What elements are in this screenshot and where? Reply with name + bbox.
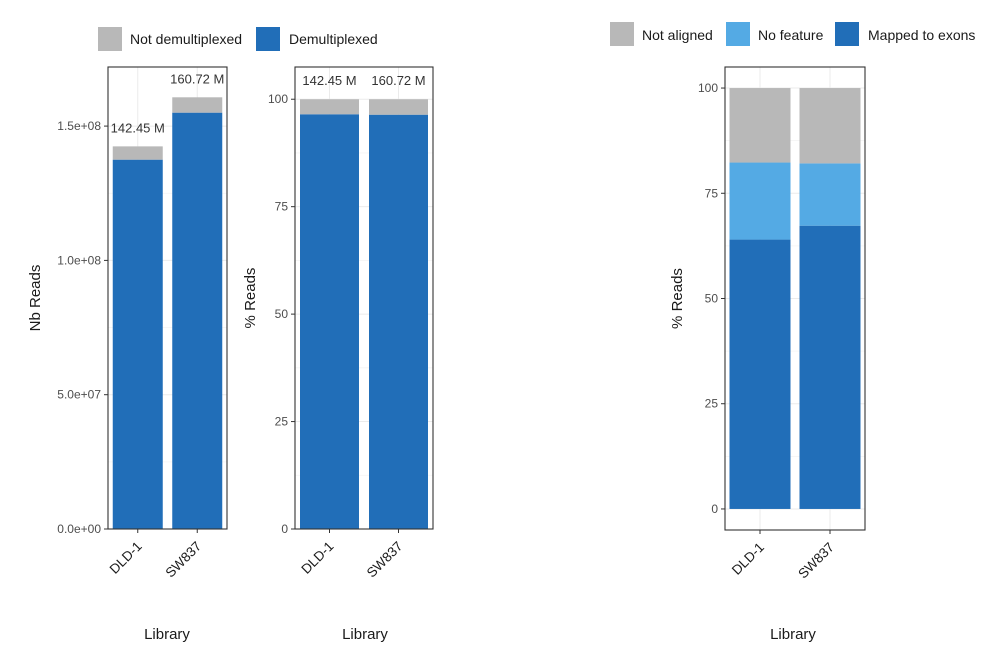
bar-sw837-demultiplexed (172, 112, 223, 530)
chart-percent-reads-alignment: 0 25 50 75 100 DLD-1 SW837 % Reads Library (669, 66, 866, 643)
legend-swatch-no-feature (726, 22, 750, 46)
y-tick-label: 0 (281, 522, 288, 536)
y-tick-label: 1.0e+08 (57, 253, 101, 267)
bar-dld-1-demultiplexed (300, 114, 359, 530)
legend-label-not-demultiplexed: Not demultiplexed (130, 31, 242, 47)
y-axis-title: Nb Reads (27, 265, 44, 332)
legend-swatch-mapped-to-exons (835, 22, 859, 46)
y-tick-label: 25 (275, 415, 289, 429)
x-axis-title: Library (342, 626, 388, 643)
y-tick-label: 50 (705, 292, 719, 306)
plot-frame (107, 66, 228, 530)
bar-sw837-not-demultiplexed (172, 97, 223, 113)
y-axis-title: % Reads (669, 268, 686, 329)
bar-sw837-mapped-to-exons (799, 225, 861, 509)
legend-label-not-aligned: Not aligned (642, 27, 713, 43)
y-tick-label: 75 (705, 186, 719, 200)
bar-total-label-sw837: 160.72 M (170, 71, 224, 86)
bar-total-label-dld-1: 142.45 M (111, 120, 165, 135)
y-tick-label: 75 (275, 200, 289, 214)
x-tick-label-dld-1: DLD-1 (298, 539, 336, 577)
legend-label-no-feature: No feature (758, 27, 824, 43)
bar-dld-1-demultiplexed (112, 159, 163, 529)
bar-sw837-demultiplexed (369, 114, 428, 529)
legend-swatch-not-demultiplexed (98, 27, 122, 51)
bar-sw837-not-aligned (799, 88, 861, 164)
legend-label-mapped-to-exons: Mapped to exons (868, 27, 975, 43)
legend-label-demultiplexed: Demultiplexed (289, 31, 378, 47)
legend-demultiplexing: Not demultiplexed Demultiplexed (98, 27, 378, 51)
y-tick-label: 25 (705, 397, 719, 411)
bar-sw837-no-feature (799, 163, 861, 226)
x-axis-title: Library (144, 626, 190, 643)
bar-total-label-dld-1: 142.45 M (302, 73, 356, 88)
y-axis-title: % Reads (242, 268, 259, 329)
bar-total-label-sw837: 160.72 M (371, 73, 425, 88)
y-tick-label: 100 (268, 92, 288, 106)
bar-dld-1-not-demultiplexed (112, 146, 163, 160)
y-tick-label: 5.0e+07 (57, 388, 101, 402)
bar-dld-1-not-demultiplexed (300, 99, 359, 115)
chart-nb-reads: 142.45 M 160.72 M 0.0e+00 5.0e+07 1.0e+08 1.5… (27, 66, 228, 643)
y-tick-label: 0.0e+00 (57, 522, 101, 536)
x-axis-title: Library (770, 626, 816, 643)
y-tick-label: 100 (698, 81, 718, 95)
legend-swatch-not-aligned (610, 22, 634, 46)
bar-sw837-not-demultiplexed (369, 99, 428, 115)
legend-swatch-demultiplexed (256, 27, 280, 51)
x-tick-label-dld-1: DLD-1 (107, 539, 145, 577)
x-tick-label-sw837: SW837 (795, 540, 837, 582)
bar-dld-1-no-feature (729, 162, 791, 240)
chart-percent-reads-demultiplexed: 142.45 M 160.72 M 0 25 50 75 100 DLD-1 SW837 % Re… (242, 66, 434, 643)
y-tick-label: 50 (275, 307, 289, 321)
legend-alignment: Not aligned No feature Mapped to exons (610, 22, 975, 46)
x-tick-label-sw837: SW837 (364, 539, 406, 581)
x-tick-label-dld-1: DLD-1 (729, 540, 767, 578)
x-tick-label-sw837: SW837 (162, 539, 204, 581)
y-tick-label: 0 (711, 502, 718, 516)
bar-dld-1-mapped-to-exons (729, 239, 791, 509)
plot-frame (294, 66, 434, 530)
y-tick-label: 1.5e+08 (57, 119, 101, 133)
bar-dld-1-not-aligned (729, 88, 791, 163)
